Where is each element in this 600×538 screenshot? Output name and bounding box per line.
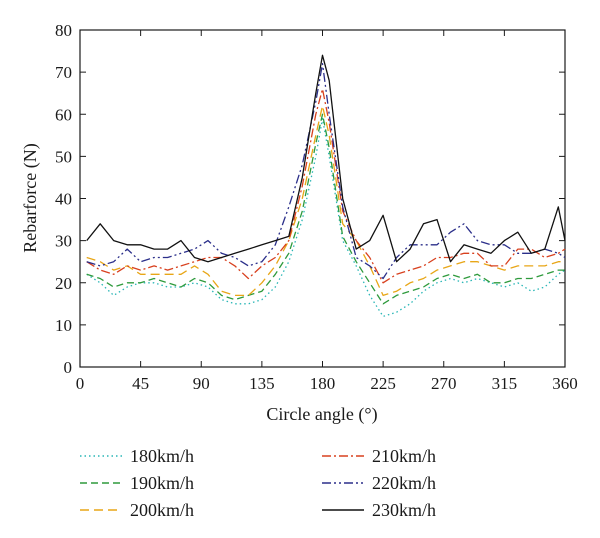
- x-tick-label: 270: [431, 374, 457, 393]
- series-line-200km-h: [86, 105, 565, 297]
- series-line-220km-h: [86, 63, 566, 280]
- x-tick-label: 225: [370, 374, 396, 393]
- legend-label: 210km/h: [372, 446, 436, 466]
- y-axis-title: Rebarforce (N): [20, 143, 41, 252]
- x-tick-label: 45: [132, 374, 149, 393]
- legend-label: 190km/h: [130, 473, 194, 493]
- x-axis-title: Circle angle (°): [266, 404, 377, 425]
- legend-label: 230km/h: [372, 500, 436, 520]
- legend-label: 180km/h: [130, 446, 194, 466]
- x-tick-label: 360: [552, 374, 578, 393]
- x-tick-label: 90: [193, 374, 210, 393]
- x-tick-label: 315: [492, 374, 518, 393]
- plot-frame: [79, 29, 566, 368]
- x-tick-label: 135: [249, 374, 275, 393]
- series-lines: [86, 54, 566, 318]
- series-line-190km-h: [86, 113, 565, 305]
- y-tick-label: 20: [55, 274, 72, 293]
- series-line-210km-h: [86, 88, 566, 284]
- y-tick-label: 70: [55, 63, 72, 82]
- series-line-230km-h: [86, 54, 566, 263]
- y-tick-label: 80: [55, 21, 72, 40]
- y-tick-label: 50: [55, 147, 72, 166]
- series-line-180km-h: [86, 117, 566, 318]
- x-tick-label: 0: [76, 374, 85, 393]
- legend-label: 200km/h: [130, 500, 194, 520]
- y-tick-label: 60: [55, 105, 72, 124]
- tick-labels: 0 45 90 135 180 225 270 315 360 0 10 20 30 40 50 60 70 80: [55, 21, 578, 393]
- legend: 180km/h 190km/h 200km/h 210km/h 220km/h 230km…: [80, 446, 436, 520]
- y-tick-label: 10: [55, 316, 72, 335]
- axis-ticks: [79, 29, 566, 368]
- legend-label: 220km/h: [372, 473, 436, 493]
- y-tick-label: 0: [64, 358, 73, 377]
- y-tick-label: 30: [55, 232, 72, 251]
- y-tick-label: 40: [55, 190, 72, 209]
- x-tick-label: 180: [310, 374, 336, 393]
